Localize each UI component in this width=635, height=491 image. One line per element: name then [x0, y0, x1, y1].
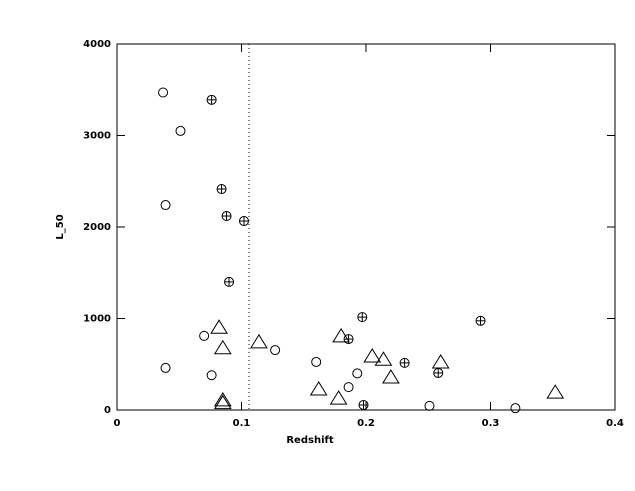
crossed-circle-point — [433, 367, 444, 378]
circle-point — [352, 368, 363, 379]
circle-point — [160, 200, 171, 211]
circle-point — [160, 362, 171, 373]
circle-point — [311, 356, 322, 367]
circle-point — [510, 403, 521, 414]
crossed-circle-point — [475, 315, 486, 326]
triangle-point — [329, 390, 348, 405]
triangle-point — [363, 348, 382, 363]
triangle-point — [213, 391, 232, 407]
x-tick-label: 0.4 — [606, 418, 624, 429]
crossed-circle-point — [399, 357, 410, 368]
y-tick-label: 0 — [104, 405, 111, 416]
x-tick-label: 0 — [114, 418, 121, 429]
triangle-point — [213, 394, 232, 410]
circle-point — [199, 330, 210, 341]
crossed-circle-point — [206, 94, 217, 105]
y-axis-label: L_50 — [55, 214, 66, 239]
triangle-point — [332, 327, 350, 343]
triangle-point — [213, 339, 232, 355]
triangle-point — [431, 354, 450, 369]
circle-point — [270, 345, 281, 356]
triangle-point — [382, 369, 400, 384]
triangle-point — [210, 319, 228, 334]
triangle-point — [309, 381, 328, 396]
y-tick-label: 1000 — [83, 314, 111, 325]
circle-point — [158, 87, 169, 98]
crossed-circle-point — [358, 399, 369, 410]
triangle-point — [546, 384, 565, 399]
crossed-circle-point — [357, 312, 368, 323]
crossed-circle-point — [221, 211, 232, 222]
plot-frame — [116, 43, 616, 411]
y-tick-label: 3000 — [83, 131, 111, 142]
triangle-point — [250, 333, 268, 349]
y-tick-label: 2000 — [83, 222, 111, 233]
crossed-circle-point — [216, 184, 227, 195]
crossed-circle-point — [224, 276, 235, 287]
circle-point — [343, 382, 354, 393]
x-tick-label: 0.3 — [482, 418, 500, 429]
circle-point — [206, 370, 217, 381]
x-tick-label: 0.2 — [357, 418, 375, 429]
x-tick-label: 0.1 — [233, 418, 251, 429]
crossed-circle-point — [238, 216, 249, 227]
circle-point — [175, 125, 186, 136]
triangle-point — [374, 351, 393, 366]
circle-point — [424, 400, 435, 411]
y-tick-label: 4000 — [83, 39, 111, 50]
x-axis-label: Redshift — [286, 435, 333, 446]
